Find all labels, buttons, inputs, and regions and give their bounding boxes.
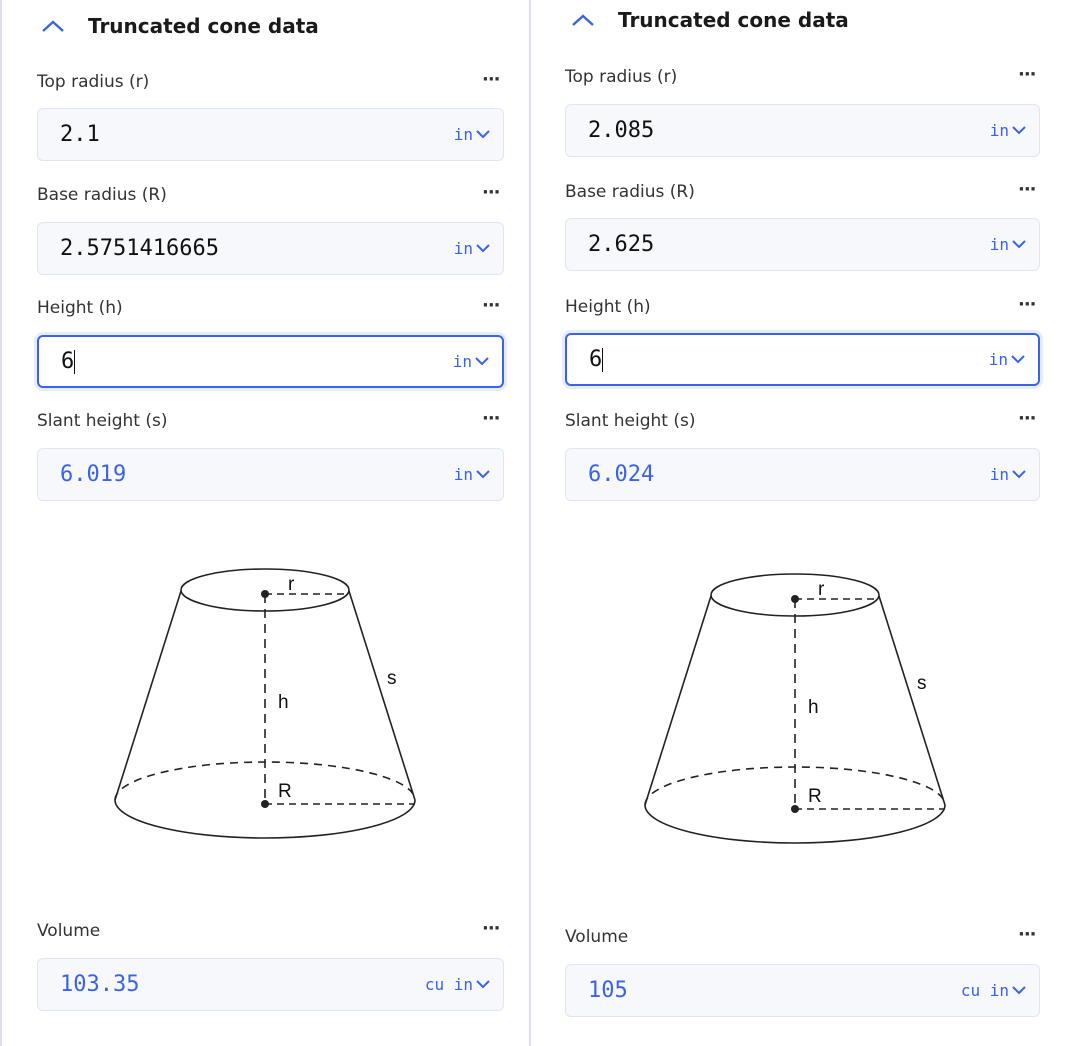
label-h: h [278, 692, 289, 713]
input-value[interactable]: 2.625 [588, 232, 655, 257]
unit-select[interactable]: in [453, 352, 490, 371]
chevron-down-icon [475, 465, 491, 484]
base-center-point [261, 800, 269, 808]
label-s: s [387, 668, 397, 689]
field-label: Height (h) [565, 297, 651, 317]
calculator-panel-left: Truncated cone data Top radius (r) ··· 2.… [0, 0, 531, 1046]
volume-label: Volume [37, 921, 101, 941]
calculator-panel-right: Truncated cone data Top radius (r) ··· 2.… [532, 0, 1077, 1046]
text-caret [602, 348, 604, 372]
chevron-down-icon [1010, 350, 1026, 369]
input-value[interactable]: 2.085 [588, 118, 655, 143]
left-slant [114, 590, 182, 801]
field-input[interactable]: 6 in [565, 333, 1040, 386]
unit-select[interactable]: cu in [961, 981, 1027, 1000]
input-value[interactable]: 2.5751416665 [60, 236, 219, 261]
more-options-icon[interactable]: ··· [1018, 64, 1036, 85]
field-input[interactable]: 6.019 in [37, 448, 504, 501]
volume-label: Volume [565, 927, 629, 947]
label-r: r [818, 579, 825, 600]
chevron-up-icon[interactable] [40, 18, 66, 34]
truncated-cone-diagram: r h s R [644, 573, 946, 844]
input-value[interactable]: 6.024 [588, 462, 655, 487]
more-options-icon[interactable]: ··· [482, 408, 500, 429]
more-options-icon[interactable]: ··· [482, 182, 500, 203]
label-R: R [278, 781, 292, 802]
base-front-arc [114, 799, 416, 839]
top-center-point [791, 595, 799, 603]
label-s: s [917, 673, 927, 694]
field-label: Slant height (s) [37, 411, 168, 431]
section-title: Truncated cone data [618, 8, 849, 32]
field-label: Base radius (R) [565, 182, 695, 202]
chevron-down-icon [475, 239, 491, 258]
unit-select[interactable]: cu in [425, 975, 491, 994]
right-slant [348, 590, 416, 801]
field-input[interactable]: 2.1 in [37, 108, 504, 161]
label-R: R [808, 786, 822, 807]
top-center-point [261, 590, 269, 598]
field-input[interactable]: 2.625 in [565, 218, 1040, 271]
field-input[interactable]: 2.085 in [565, 104, 1040, 157]
more-options-icon[interactable]: ··· [1018, 924, 1036, 945]
field-label: Top radius (r) [37, 72, 150, 92]
more-options-icon[interactable]: ··· [482, 295, 500, 316]
input-value[interactable]: 2.1 [60, 122, 100, 147]
base-center-point [791, 805, 799, 813]
more-options-icon[interactable]: ··· [1018, 179, 1036, 200]
truncated-cone-diagram: r h s R [114, 568, 416, 839]
section-header[interactable]: Truncated cone data [40, 14, 319, 38]
unit-select[interactable]: in [990, 121, 1027, 140]
input-value[interactable]: 6.019 [60, 462, 127, 487]
unit-select[interactable]: in [454, 465, 491, 484]
chevron-down-icon [1011, 121, 1027, 140]
section-title: Truncated cone data [88, 14, 319, 38]
input-value[interactable]: 6 [589, 347, 604, 372]
unit-select[interactable]: in [454, 125, 491, 144]
chevron-up-icon[interactable] [570, 12, 596, 28]
more-options-icon[interactable]: ··· [1018, 408, 1036, 429]
label-r: r [288, 574, 295, 595]
chevron-down-icon [1011, 235, 1027, 254]
right-slant [878, 595, 946, 806]
chevron-down-icon [475, 975, 491, 994]
input-value[interactable]: 6 [61, 349, 76, 374]
unit-select[interactable]: in [990, 465, 1027, 484]
field-input[interactable]: 6.024 in [565, 448, 1040, 501]
input-value[interactable]: 105 [588, 978, 628, 1003]
chevron-down-icon [1011, 981, 1027, 1000]
unit-select[interactable]: in [989, 350, 1026, 369]
field-label: Height (h) [37, 298, 123, 318]
field-input[interactable]: 2.5751416665 in [37, 222, 504, 275]
chevron-down-icon [1011, 465, 1027, 484]
field-label: Base radius (R) [37, 185, 167, 205]
text-caret [74, 350, 76, 374]
section-header[interactable]: Truncated cone data [570, 8, 849, 32]
unit-select[interactable]: in [454, 239, 491, 258]
volume-input[interactable]: 105 cu in [565, 964, 1040, 1017]
more-options-icon[interactable]: ··· [482, 69, 500, 90]
unit-select[interactable]: in [990, 235, 1027, 254]
more-options-icon[interactable]: ··· [1018, 294, 1036, 315]
input-value[interactable]: 103.35 [60, 972, 140, 997]
field-label: Slant height (s) [565, 411, 696, 431]
field-input[interactable]: 6 in [37, 335, 504, 388]
left-slant [644, 595, 712, 806]
more-options-icon[interactable]: ··· [482, 918, 500, 939]
chevron-down-icon [475, 125, 491, 144]
field-label: Top radius (r) [565, 67, 678, 87]
base-front-arc [644, 804, 946, 844]
chevron-down-icon [474, 352, 490, 371]
volume-input[interactable]: 103.35 cu in [37, 958, 504, 1011]
label-h: h [808, 697, 819, 718]
